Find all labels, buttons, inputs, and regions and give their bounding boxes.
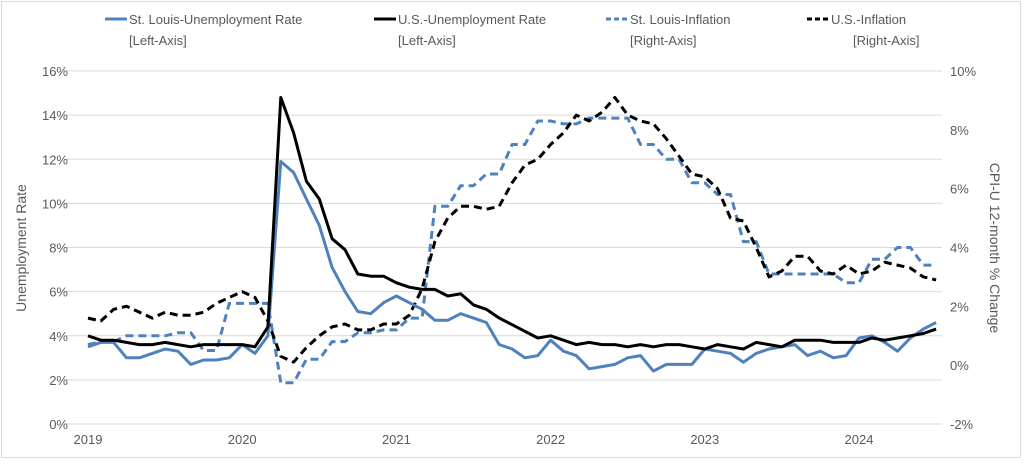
legend-axis-note: [Left-Axis]	[129, 33, 187, 48]
y-tick-label: 10%	[42, 196, 68, 211]
y2-tick-label: 4%	[950, 241, 969, 256]
x-tick-label: 2021	[382, 432, 411, 447]
legend-axis-note: [Right-Axis]	[853, 33, 919, 48]
left-axis-title: Unemployment Rate	[13, 184, 29, 312]
x-axis-ticks: 2019 2020 2021 2022 2023 2024	[74, 432, 874, 447]
y-tick-label: 8%	[49, 241, 68, 256]
y2-tick-label: 2%	[950, 299, 969, 314]
legend-label: U.S.-Inflation	[831, 12, 906, 27]
y-tick-label: 16%	[42, 64, 68, 79]
series-line-0	[87, 160, 937, 373]
y-tick-label: 14%	[42, 108, 68, 123]
x-tick-label: 2022	[536, 432, 565, 447]
y2-tick-label: 0%	[950, 358, 969, 373]
gridlines	[64, 70, 942, 425]
series-line-1	[87, 96, 937, 351]
y2-tick-label: 10%	[950, 64, 976, 79]
y-tick-label: 6%	[49, 285, 68, 300]
x-tick-label: 2019	[74, 432, 103, 447]
x-tick-label: 2020	[228, 432, 257, 447]
y2-tick-label: 6%	[950, 182, 969, 197]
legend-axis-note: [Left-Axis]	[398, 33, 456, 48]
legend-label: St. Louis-Inflation	[630, 12, 730, 27]
series-line-3	[87, 96, 937, 364]
right-axis-ticks: -2% 0% 2% 4% 6% 8% 10%	[950, 64, 976, 432]
legend: St. Louis-Unemployment Rate [Left-Axis] U.…	[105, 12, 919, 48]
right-axis-title: CPI-U 12-month % Change	[987, 163, 1003, 334]
series-line-2	[87, 116, 937, 385]
y-tick-label: 2%	[49, 373, 68, 388]
x-tick-label: 2023	[690, 432, 719, 447]
left-axis-ticks: 0% 2% 4% 6% 8% 10% 12% 14% 16%	[42, 64, 68, 432]
legend-axis-note: [Right-Axis]	[630, 33, 696, 48]
y-tick-label: 0%	[49, 417, 68, 432]
series-lines	[87, 96, 937, 385]
legend-label: St. Louis-Unemployment Rate	[129, 12, 302, 27]
y-tick-label: 12%	[42, 152, 68, 167]
legend-label: U.S.-Unemployment Rate	[398, 12, 546, 27]
y2-tick-label: -2%	[950, 417, 974, 432]
x-tick-label: 2024	[845, 432, 874, 447]
y2-tick-label: 8%	[950, 123, 969, 138]
y-tick-label: 4%	[49, 329, 68, 344]
